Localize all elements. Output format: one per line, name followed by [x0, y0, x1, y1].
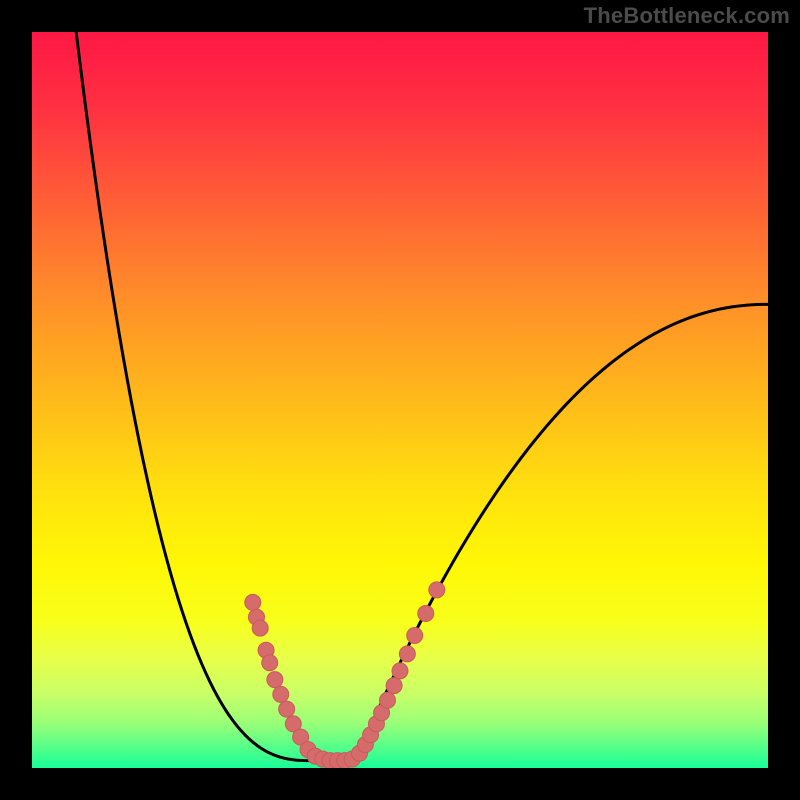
data-point — [273, 686, 289, 702]
data-point — [262, 655, 278, 671]
data-point — [386, 678, 402, 694]
data-point — [267, 672, 283, 688]
data-point — [418, 605, 434, 621]
data-point — [379, 692, 395, 708]
data-point — [252, 620, 268, 636]
plot-area — [32, 32, 768, 768]
data-point — [429, 582, 445, 598]
data-markers — [32, 32, 768, 768]
data-point — [399, 646, 415, 662]
data-point — [279, 701, 295, 717]
data-point — [245, 594, 261, 610]
data-point — [392, 663, 408, 679]
plot-frame — [32, 32, 768, 768]
watermark-text: TheBottleneck.com — [584, 3, 790, 29]
data-point — [407, 628, 423, 644]
